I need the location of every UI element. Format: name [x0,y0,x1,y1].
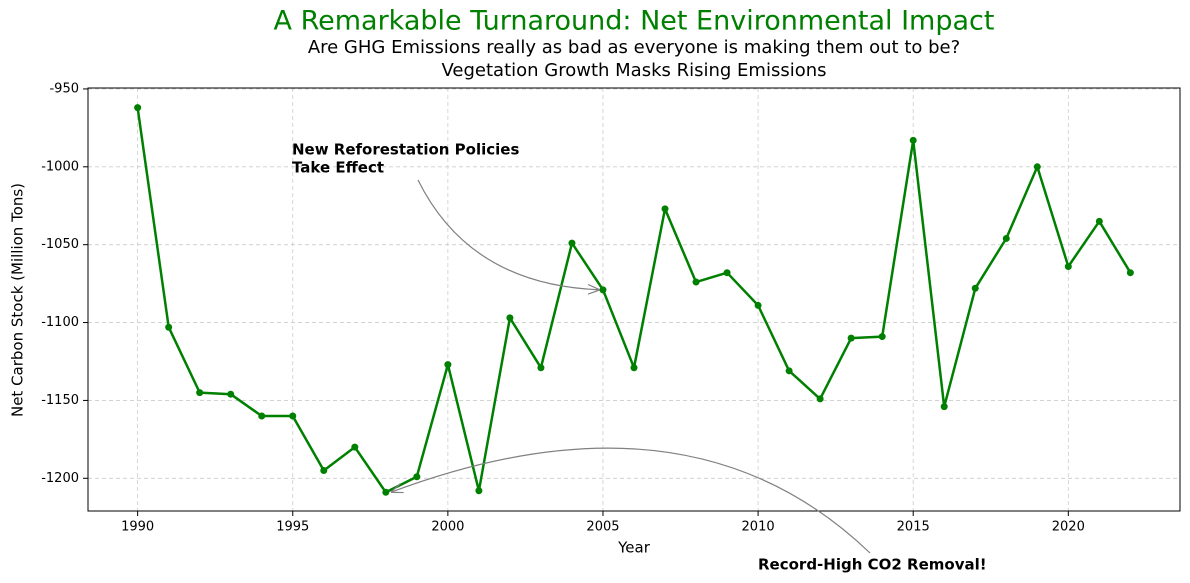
data-point [351,443,359,451]
data-point [909,136,917,144]
annotation-text: New Reforestation Policies [292,141,519,159]
x-tick-label: 2015 [897,520,930,535]
data-point [134,104,142,112]
y-tick-label: -1050 [41,237,79,252]
y-tick-label: -1200 [41,471,79,486]
data-point [258,412,266,420]
data-point [165,323,173,331]
x-tick-label: 2005 [586,520,619,535]
annotation-arrow [417,179,600,290]
data-point [1002,234,1010,242]
y-axis-label: Net Carbon Stock (Million Tons) [9,183,27,417]
y-tick-label: -1000 [41,159,79,174]
annotation-text: Record-High CO2 Removal! [758,556,987,574]
data-point [196,389,204,397]
x-tick-label: 2000 [431,520,464,535]
data-point [692,278,700,286]
data-point [537,364,545,372]
x-tick-label: 2010 [742,520,775,535]
data-point [630,364,638,372]
data-point [413,473,421,481]
data-point [382,488,390,496]
x-tick-label: 1995 [276,520,309,535]
x-tick-label: 1990 [121,520,154,535]
x-tick-label: 2020 [1052,520,1085,535]
data-point [227,390,235,398]
data-point [971,284,979,292]
annotation-text: Take Effect [292,159,384,177]
data-point [320,467,328,475]
data-point [475,487,483,495]
y-tick-label: -1100 [41,315,79,330]
chart-subtitle: Are GHG Emissions really as bad as every… [308,37,960,58]
chart-subtitle: Vegetation Growth Masks Rising Emissions [441,60,826,81]
data-point [289,412,297,420]
data-point [661,205,669,213]
data-point [506,314,514,322]
data-point [444,361,452,369]
data-point [940,403,948,411]
y-tick-label: -1150 [41,393,79,408]
data-point [568,239,576,247]
data-point [1095,217,1103,225]
y-tick-label: -950 [49,81,79,96]
annotation-arrow [391,447,871,554]
plot-frame [87,87,1181,512]
data-point [878,333,886,341]
data-point [816,395,824,403]
x-axis-label: Year [617,539,651,557]
data-point [785,367,793,375]
chart-title: A Remarkable Turnaround: Net Environment… [274,6,995,37]
data-line [136,107,1132,494]
data-point [1064,262,1072,270]
data-point [847,334,855,342]
data-point [1033,163,1041,171]
data-point [1126,269,1134,277]
data-point [599,286,607,294]
data-point [723,269,731,277]
data-point [754,301,762,309]
